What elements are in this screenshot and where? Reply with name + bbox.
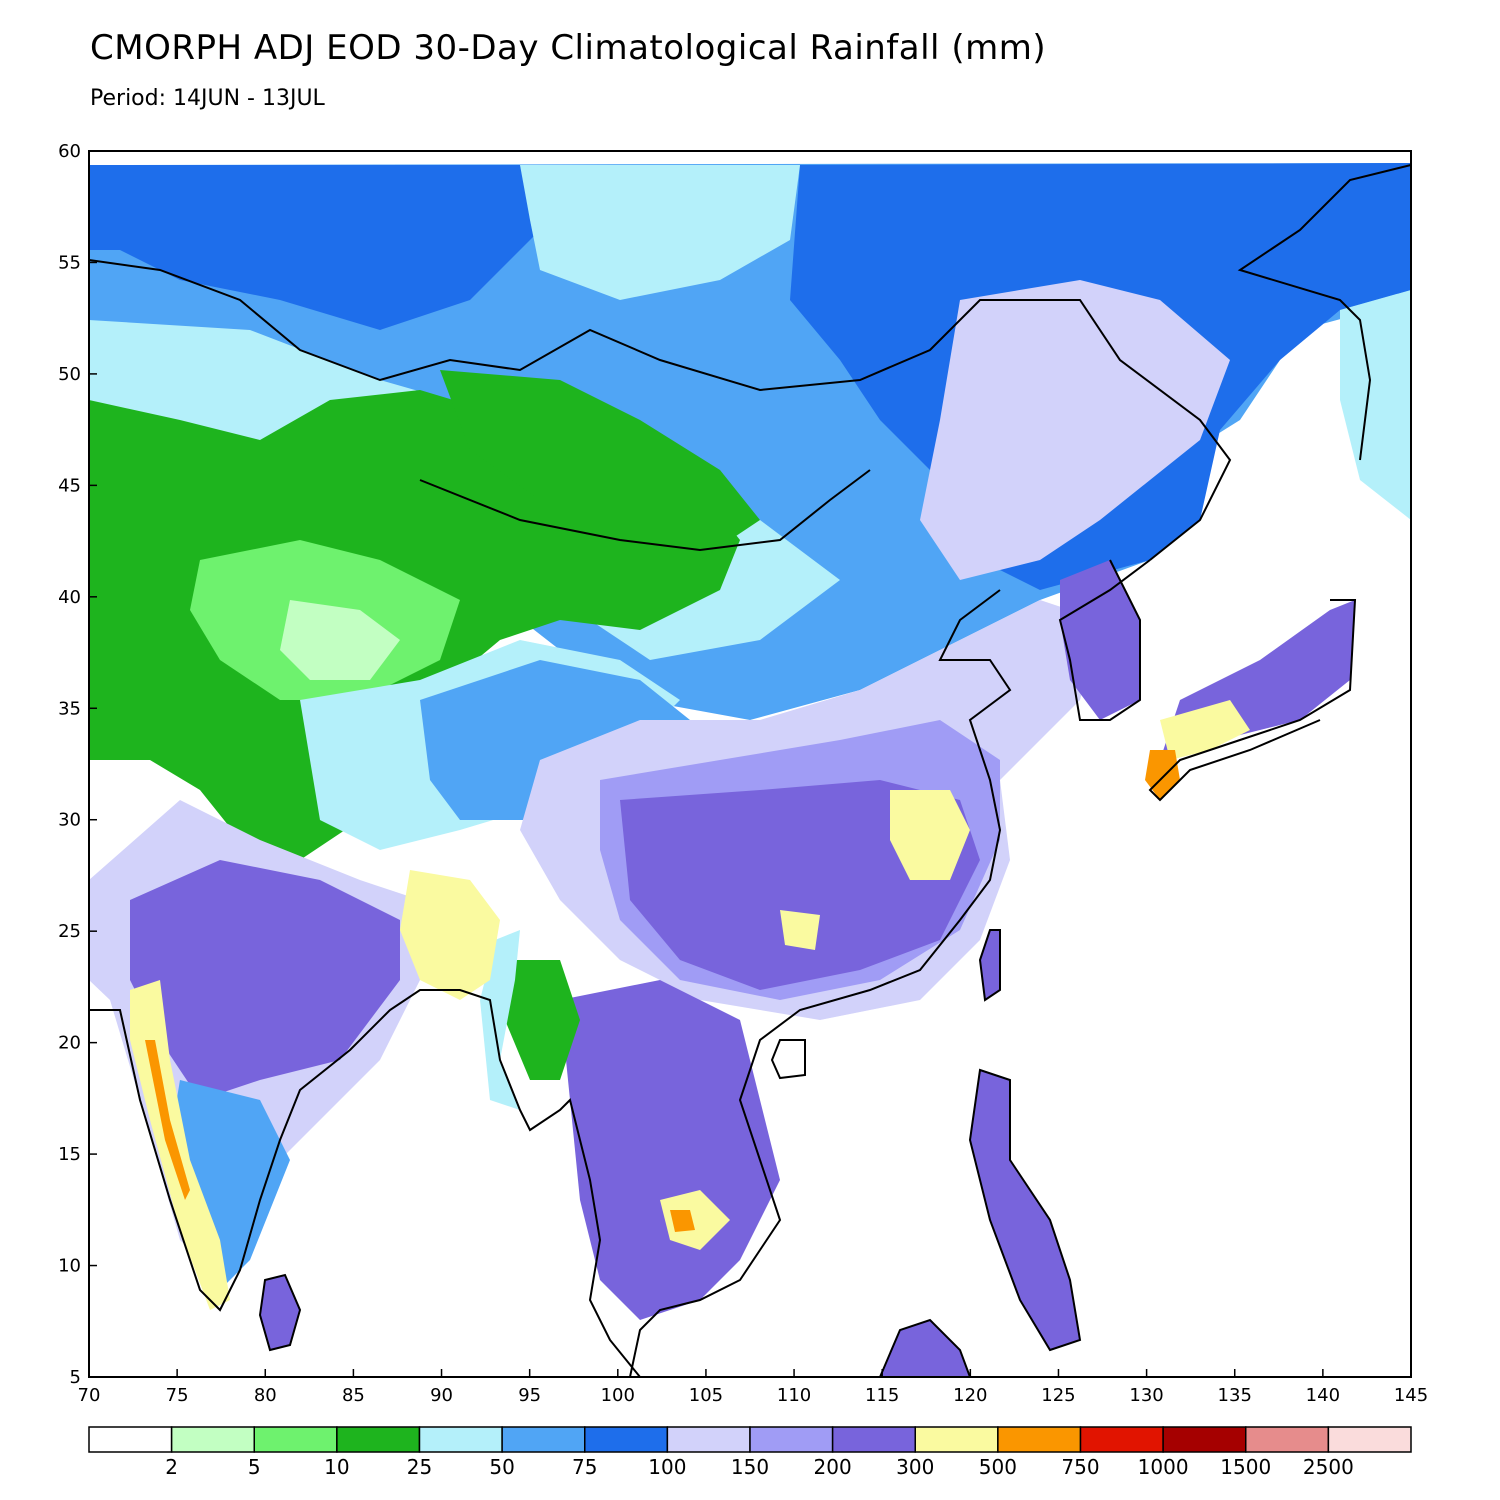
region-east-russia-lightblue <box>1340 290 1411 520</box>
region-baikal-lightblue <box>520 165 800 300</box>
region-mongolia-green <box>440 370 760 560</box>
colorbar-swatch <box>1327 1426 1412 1453</box>
rainfall-field <box>89 151 1411 1377</box>
y-tick-label: 40 <box>58 587 81 608</box>
colorbar-swatch <box>584 1426 669 1453</box>
y-axis: 60 55 50 45 40 35 30 25 20 15 10 5 <box>58 141 97 1388</box>
y-tick-label: 30 <box>58 810 81 831</box>
colorbar-swatch <box>831 1426 916 1453</box>
x-tick-label: 135 <box>1218 1385 1252 1406</box>
region-japan-yellow <box>1160 700 1250 760</box>
colorbar-label: 50 <box>489 1455 514 1479</box>
x-tick-label: 115 <box>865 1385 899 1406</box>
region-bengal-yellow <box>400 870 500 1000</box>
x-tick-label: 130 <box>1129 1385 1163 1406</box>
y-tick-label: 35 <box>58 698 81 719</box>
x-tick-label: 70 <box>78 1385 101 1406</box>
x-tick-label: 140 <box>1306 1385 1340 1406</box>
colorbar-swatch <box>914 1426 999 1453</box>
region-ne-lavender <box>920 280 1230 580</box>
region-india-westcoast-orange <box>145 1040 190 1200</box>
region-china-yellow-1 <box>890 790 970 880</box>
x-tick-label: 110 <box>777 1385 811 1406</box>
region-korea-purple <box>1060 560 1140 720</box>
colorbar-swatch <box>336 1426 421 1453</box>
colorbar-swatch <box>418 1426 503 1453</box>
x-tick-label: 105 <box>689 1385 723 1406</box>
colorbar-label: 25 <box>407 1455 432 1479</box>
region-srilanka-purple <box>260 1275 300 1350</box>
region-cambodia-yellow <box>660 1190 730 1250</box>
colorbar-swatch <box>1079 1426 1164 1453</box>
region-desert-palegreen <box>280 600 400 680</box>
y-tick-label: 5 <box>70 1367 81 1388</box>
region-indochina-purple <box>560 980 780 1320</box>
x-tick-label: 125 <box>1041 1385 1075 1406</box>
region-china-yellow-2 <box>780 910 820 950</box>
y-tick-label: 15 <box>58 1144 81 1165</box>
map-title: CMORPH ADJ EOD 30-Day Climatological Rai… <box>90 28 1047 68</box>
colorbar-label: 1500 <box>1220 1455 1271 1479</box>
colorbar-label: 300 <box>896 1455 934 1479</box>
x-tick-label: 100 <box>601 1385 635 1406</box>
colorbar: 2 5 10 25 50 75 100 150 200 300 500 750 1000 1500 2500 <box>88 1426 1412 1479</box>
y-tick-label: 60 <box>58 141 81 162</box>
x-tick-label: 80 <box>254 1385 277 1406</box>
region-cambodia-orange <box>670 1210 695 1232</box>
y-tick-label: 20 <box>58 1033 81 1054</box>
y-tick-label: 50 <box>58 364 81 385</box>
y-tick-label: 25 <box>58 921 81 942</box>
colorbar-label: 500 <box>979 1455 1017 1479</box>
colorbar-label: 10 <box>324 1455 349 1479</box>
x-tick-label: 95 <box>518 1385 541 1406</box>
colorbar-swatch <box>666 1426 751 1453</box>
colorbar-label: 1000 <box>1138 1455 1189 1479</box>
x-tick-label: 75 <box>166 1385 189 1406</box>
colorbar-swatch <box>1162 1426 1247 1453</box>
colorbar-swatch <box>749 1426 834 1453</box>
colorbar-label: 2500 <box>1303 1455 1354 1479</box>
plot-frame <box>88 150 1412 1378</box>
colorbar-label: 200 <box>814 1455 852 1479</box>
region-north-darkblue <box>89 165 540 330</box>
colorbar-swatch <box>1245 1426 1330 1453</box>
colorbar-label: 5 <box>248 1455 261 1479</box>
region-borneo-purple <box>880 1320 970 1377</box>
map-subtitle: Period: 14JUN - 13JUL <box>90 86 325 111</box>
region-burma-green <box>505 960 580 1080</box>
colorbar-label: 750 <box>1061 1455 1099 1479</box>
region-philippines-purple <box>970 1070 1080 1350</box>
x-tick-label: 145 <box>1394 1385 1428 1406</box>
colorbar-swatch <box>253 1426 338 1453</box>
y-tick-label: 55 <box>58 252 81 273</box>
colorbar-label: 75 <box>572 1455 597 1479</box>
x-tick-label: 90 <box>430 1385 453 1406</box>
colorbar-label: 2 <box>165 1455 178 1479</box>
region-india-purple <box>130 860 400 1100</box>
region-tibet-blue <box>420 660 690 820</box>
colorbar-swatch <box>997 1426 1082 1453</box>
colorbar-swatch <box>501 1426 586 1453</box>
x-tick-label: 85 <box>342 1385 365 1406</box>
x-tick-label: 120 <box>953 1385 987 1406</box>
coastlines <box>89 164 1411 1377</box>
x-axis: 70 75 80 85 90 95 100 105 110 115 120 125 130 135 140 1… <box>78 1369 1428 1406</box>
colorbar-label: 150 <box>731 1455 769 1479</box>
colorbar-label: 100 <box>648 1455 686 1479</box>
colorbar-swatch <box>88 1426 173 1453</box>
y-tick-label: 10 <box>58 1256 81 1277</box>
colorbar-swatch <box>170 1426 255 1453</box>
y-tick-label: 45 <box>58 475 81 496</box>
